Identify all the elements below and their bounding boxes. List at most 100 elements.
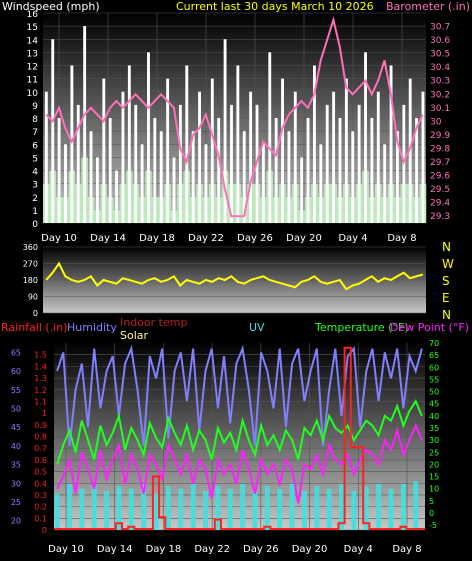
windspeed-gust-bar	[293, 91, 297, 223]
uv-bar	[178, 488, 184, 530]
humidity-legend: Humidity	[67, 321, 117, 334]
temperature-tick-label: 40	[429, 412, 439, 421]
windspeed-gust-bar	[249, 91, 253, 223]
windspeed-gust-bar	[147, 52, 150, 223]
windspeed-gust-bar	[108, 118, 112, 223]
windspeed-gust-bar	[370, 118, 374, 223]
temperature-tick-label: 25	[429, 448, 439, 457]
windspeed-gust-bar	[376, 91, 380, 223]
humidity-tick-label: 40	[11, 442, 21, 451]
humidity-line	[56, 344, 423, 447]
temperature-tick-label: -5	[429, 521, 437, 530]
windspeed-gust-bar	[364, 52, 367, 223]
x-tick-label: Day 20	[286, 233, 322, 244]
uv-bar	[363, 486, 369, 530]
rainfall-tick-label: 1.2	[34, 386, 47, 395]
windspeed-tick-label: 4	[32, 168, 38, 178]
uv-bar	[289, 483, 295, 530]
humidity-tick-label: 30	[11, 479, 21, 488]
windspeed-gust-bar	[159, 131, 163, 223]
temperature-tick-label: 30	[429, 436, 439, 445]
barometer-tick-label: 30.2	[430, 90, 450, 100]
windspeed-gust-bar	[140, 144, 144, 223]
barometer-tick-label: 30.5	[430, 50, 450, 60]
windspeed-gust-bar	[121, 91, 125, 223]
rainfall-tick-label: 0.5	[34, 468, 47, 477]
barometer-axis-title: Barometer (.in)	[386, 0, 470, 13]
temperature-tick-label: 60	[429, 363, 439, 372]
x-tick-label: Day 10	[41, 233, 77, 244]
temperature-tick-label: 65	[429, 351, 439, 360]
humidity-tick-label: 55	[11, 386, 21, 395]
barometer-tick-label: 29.5	[430, 185, 450, 195]
uv-bar	[314, 486, 320, 530]
windspeed-gust-bar	[242, 131, 246, 223]
windspeed-tick-label: 6	[32, 141, 38, 151]
barometer-tick-label: 29.7	[430, 158, 450, 168]
x-tick-label: Day 4	[344, 544, 373, 555]
windspeed-gust-bar	[178, 104, 182, 223]
temperature-tick-label: 10	[429, 485, 439, 494]
windspeed-gust-bar	[70, 65, 74, 223]
barometer-tick-label: 30.6	[430, 36, 450, 46]
x-tick-label: Day 26	[237, 233, 273, 244]
rainfall-line	[54, 346, 425, 530]
windspeed-tick-label: 14	[27, 36, 39, 46]
rainfall-tick-label: 0.7	[34, 444, 47, 453]
uv-bar	[128, 488, 134, 530]
x-tick-label: Day 8	[392, 544, 421, 555]
rainfall-tick-label: 0	[42, 526, 47, 535]
uv-bar	[339, 483, 344, 530]
windspeed-gust-bar	[344, 78, 348, 223]
windspeed-gust-bar	[76, 104, 80, 223]
windspeed-tick-label: 3	[32, 181, 38, 191]
wind-direction-tick-label: 180	[23, 276, 38, 285]
windspeed-gust-bar	[44, 91, 48, 223]
windspeed-tick-label: 9	[32, 102, 38, 112]
uv-bar	[165, 486, 171, 530]
page-title: Current last 30 days March 10 2026	[176, 0, 374, 13]
windspeed-gust-bar	[351, 131, 355, 223]
compass-label: N	[442, 240, 451, 254]
dew-point-line	[56, 423, 423, 504]
temperature-tick-label: 55	[429, 375, 439, 384]
wind-direction-tick-label: 0	[33, 309, 38, 318]
x-tick-label: Day 22	[188, 233, 224, 244]
windspeed-gust-bar	[236, 65, 240, 223]
temperature-legend: Temperature (°F)	[314, 321, 409, 334]
rainfall-tick-label: 1.5	[34, 351, 47, 360]
windspeed-tick-label: 16	[27, 10, 39, 20]
windspeed-gust-bar	[64, 144, 67, 223]
compass-label: W	[442, 257, 454, 271]
indoor-temp-legend: Indoor temp	[120, 316, 187, 329]
x-tick-label: Day 4	[338, 233, 367, 244]
barometer-tick-label: 30.1	[430, 104, 450, 114]
barometer-tick-label: 30.7	[430, 23, 450, 33]
dew-point-legend: Dew Point (°F)	[390, 321, 469, 334]
rainfall-tick-label: 1	[42, 409, 47, 418]
compass-label: S	[442, 274, 450, 288]
windspeed-gust-bar	[230, 104, 233, 223]
uv-bar	[301, 491, 307, 530]
windspeed-tick-label: 2	[32, 194, 38, 204]
windspeed-tick-label: 10	[27, 89, 39, 99]
windspeed-gust-bar	[281, 78, 284, 223]
windspeed-gust-bar	[217, 118, 221, 223]
windspeed-gust-bar	[261, 144, 265, 223]
humidity-tick-label: 20	[11, 517, 21, 526]
humidity-tick-label: 65	[11, 348, 21, 357]
windspeed-gust-bar	[421, 91, 425, 223]
x-tick-label: Day 20	[292, 544, 328, 555]
windspeed-gust-bar	[83, 26, 87, 223]
temperature-tick-label: 70	[429, 339, 439, 348]
windspeed-tick-label: 12	[27, 63, 38, 73]
windspeed-tick-label: 0	[32, 220, 38, 230]
windspeed-gust-bar	[357, 104, 361, 223]
temperature-tick-label: 15	[429, 473, 439, 482]
rainfall-tick-label: 0.3	[34, 491, 47, 500]
uv-bar	[91, 483, 97, 530]
